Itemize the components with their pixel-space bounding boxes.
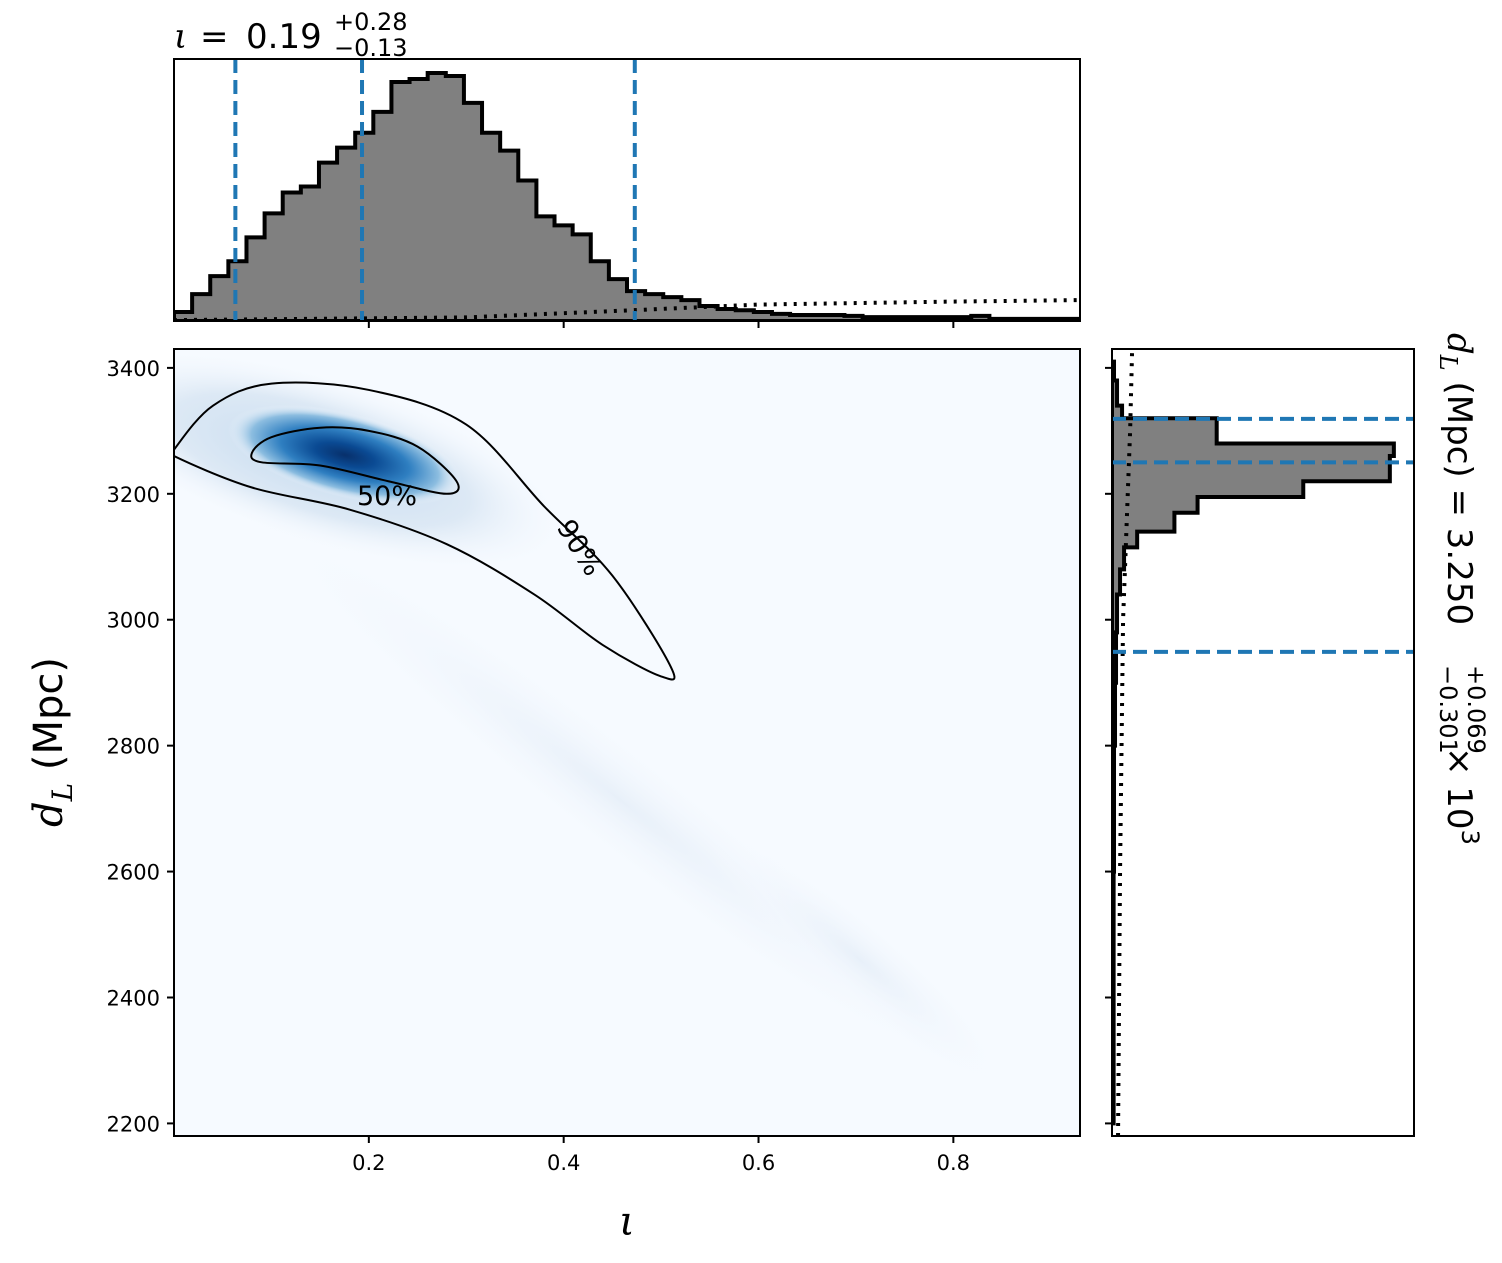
iota-title-value: 0.19 [246, 17, 322, 57]
y-axis-label: dL (Mpc) [26, 657, 79, 827]
x-axis-label: ι [619, 1199, 635, 1245]
top-x-tick-marks [367, 321, 955, 328]
distance-quantile-lines [1112, 416, 1414, 654]
right-marginal-panel: dL (Mpc) = 3.250 +0.069 −0.301 × 103 [1105, 333, 1490, 1137]
distance-prior-curve [1116, 349, 1135, 1136]
x-axis-ticks: 0.2 0.4 0.6 0.8 [352, 1136, 970, 1175]
density-heatmap [174, 349, 1016, 1099]
iota-title-minus-error: −0.13 [334, 34, 408, 62]
svg-text:dL (Mpc) = 3.250: dL (Mpc) = 3.250 [1434, 333, 1479, 625]
distance-title-plus-error: +0.069 [1462, 665, 1490, 754]
iota-title-equals: = [200, 17, 229, 57]
iota-prior-curve [174, 298, 1080, 321]
top-marginal-panel: ι = 0.19 +0.28 −0.13 [173, 8, 1081, 328]
iota-histogram [174, 70, 1080, 321]
distance-title-minus-error: −0.301 [1434, 665, 1462, 754]
contour-50 [250, 426, 460, 495]
iota-title-symbol: ι [174, 17, 187, 57]
x-tick-label-2: 0.6 [742, 1151, 775, 1175]
right-panel-frame [1111, 348, 1415, 1137]
top-panel-frame [173, 58, 1081, 322]
y-tick-label-6: 3400 [107, 357, 160, 381]
right-y-tick-marks [1105, 366, 1112, 1125]
iota-quantile-lines [233, 59, 637, 321]
y-tick-label-3: 2800 [107, 735, 160, 759]
x-tick-label-3: 0.8 [937, 1151, 970, 1175]
y-tick-label-0: 2200 [107, 1112, 160, 1136]
distance-title-suffix: × 103 [1439, 747, 1484, 845]
distance-histogram [1112, 359, 1396, 1126]
x-tick-label-0: 0.2 [352, 1151, 385, 1175]
joint-panel-frame [173, 348, 1081, 1137]
contour-90 [174, 381, 676, 681]
y-tick-label-1: 2400 [107, 986, 160, 1010]
x-tick-label-1: 0.4 [547, 1151, 580, 1175]
y-axis-ticks: 2200 2400 2600 2800 3000 3200 3400 [107, 357, 174, 1136]
distance-title-value: 3.250 [1439, 528, 1479, 625]
y-tick-label-5: 3200 [107, 483, 160, 507]
svg-text:dL (Mpc): dL (Mpc) [26, 657, 79, 827]
iota-title-plus-error: +0.28 [334, 8, 408, 36]
y-tick-label-4: 3000 [107, 609, 160, 633]
contour-label-50: 50% [357, 481, 417, 512]
y-tick-label-2: 2600 [107, 861, 160, 885]
distance-title: dL (Mpc) = 3.250 +0.069 −0.301 × 103 [1434, 333, 1490, 845]
contour-lines [174, 381, 676, 681]
joint-panel: 0.2 0.4 0.6 0.8 2200 2400 2600 2800 3000 3200 340… [26, 348, 1081, 1245]
